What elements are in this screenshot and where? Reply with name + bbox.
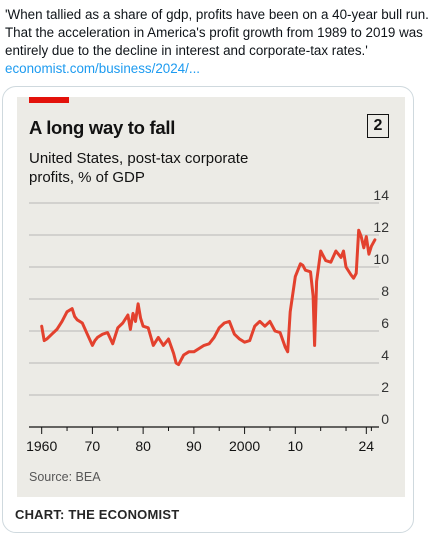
x-tick-label: 24 <box>359 438 375 454</box>
chart-number-badge: 2 <box>367 114 389 138</box>
y-tick-label: 14 <box>373 187 389 203</box>
x-tick-label: 1960 <box>26 438 57 454</box>
chart-card[interactable]: A long way to fall 2 United States, post… <box>2 86 414 533</box>
profit-share-line <box>40 228 377 367</box>
y-tick-label: 0 <box>381 411 389 427</box>
y-tick-label: 10 <box>373 251 389 267</box>
article-link[interactable]: economist.com/business/2024/... <box>5 61 201 76</box>
chart-panel: A long way to fall 2 United States, post… <box>17 97 405 497</box>
x-tick-label: 80 <box>135 438 151 454</box>
y-tick-label: 4 <box>381 347 389 363</box>
x-tick-label: 70 <box>85 438 101 454</box>
y-tick-label: 8 <box>381 283 389 299</box>
tweet-text-block: 'When tallied as a share of gdp, profits… <box>5 6 437 78</box>
y-tick-label: 12 <box>373 219 389 235</box>
x-tick-label: 2000 <box>229 438 260 454</box>
x-tick-label: 90 <box>186 438 202 454</box>
chart-credit: CHART: THE ECONOMIST <box>15 507 180 522</box>
chart-subtitle: United States, post-tax corporate profit… <box>29 150 249 186</box>
chart-title: A long way to fall <box>29 117 176 138</box>
x-tick-label: 10 <box>288 438 304 454</box>
chart-source: Source: BEA <box>29 470 101 484</box>
y-tick-label: 2 <box>381 379 389 395</box>
tweet-quote: 'When tallied as a share of gdp, profits… <box>5 7 429 58</box>
economist-red-tab <box>29 97 69 103</box>
y-tick-label: 6 <box>381 315 389 331</box>
